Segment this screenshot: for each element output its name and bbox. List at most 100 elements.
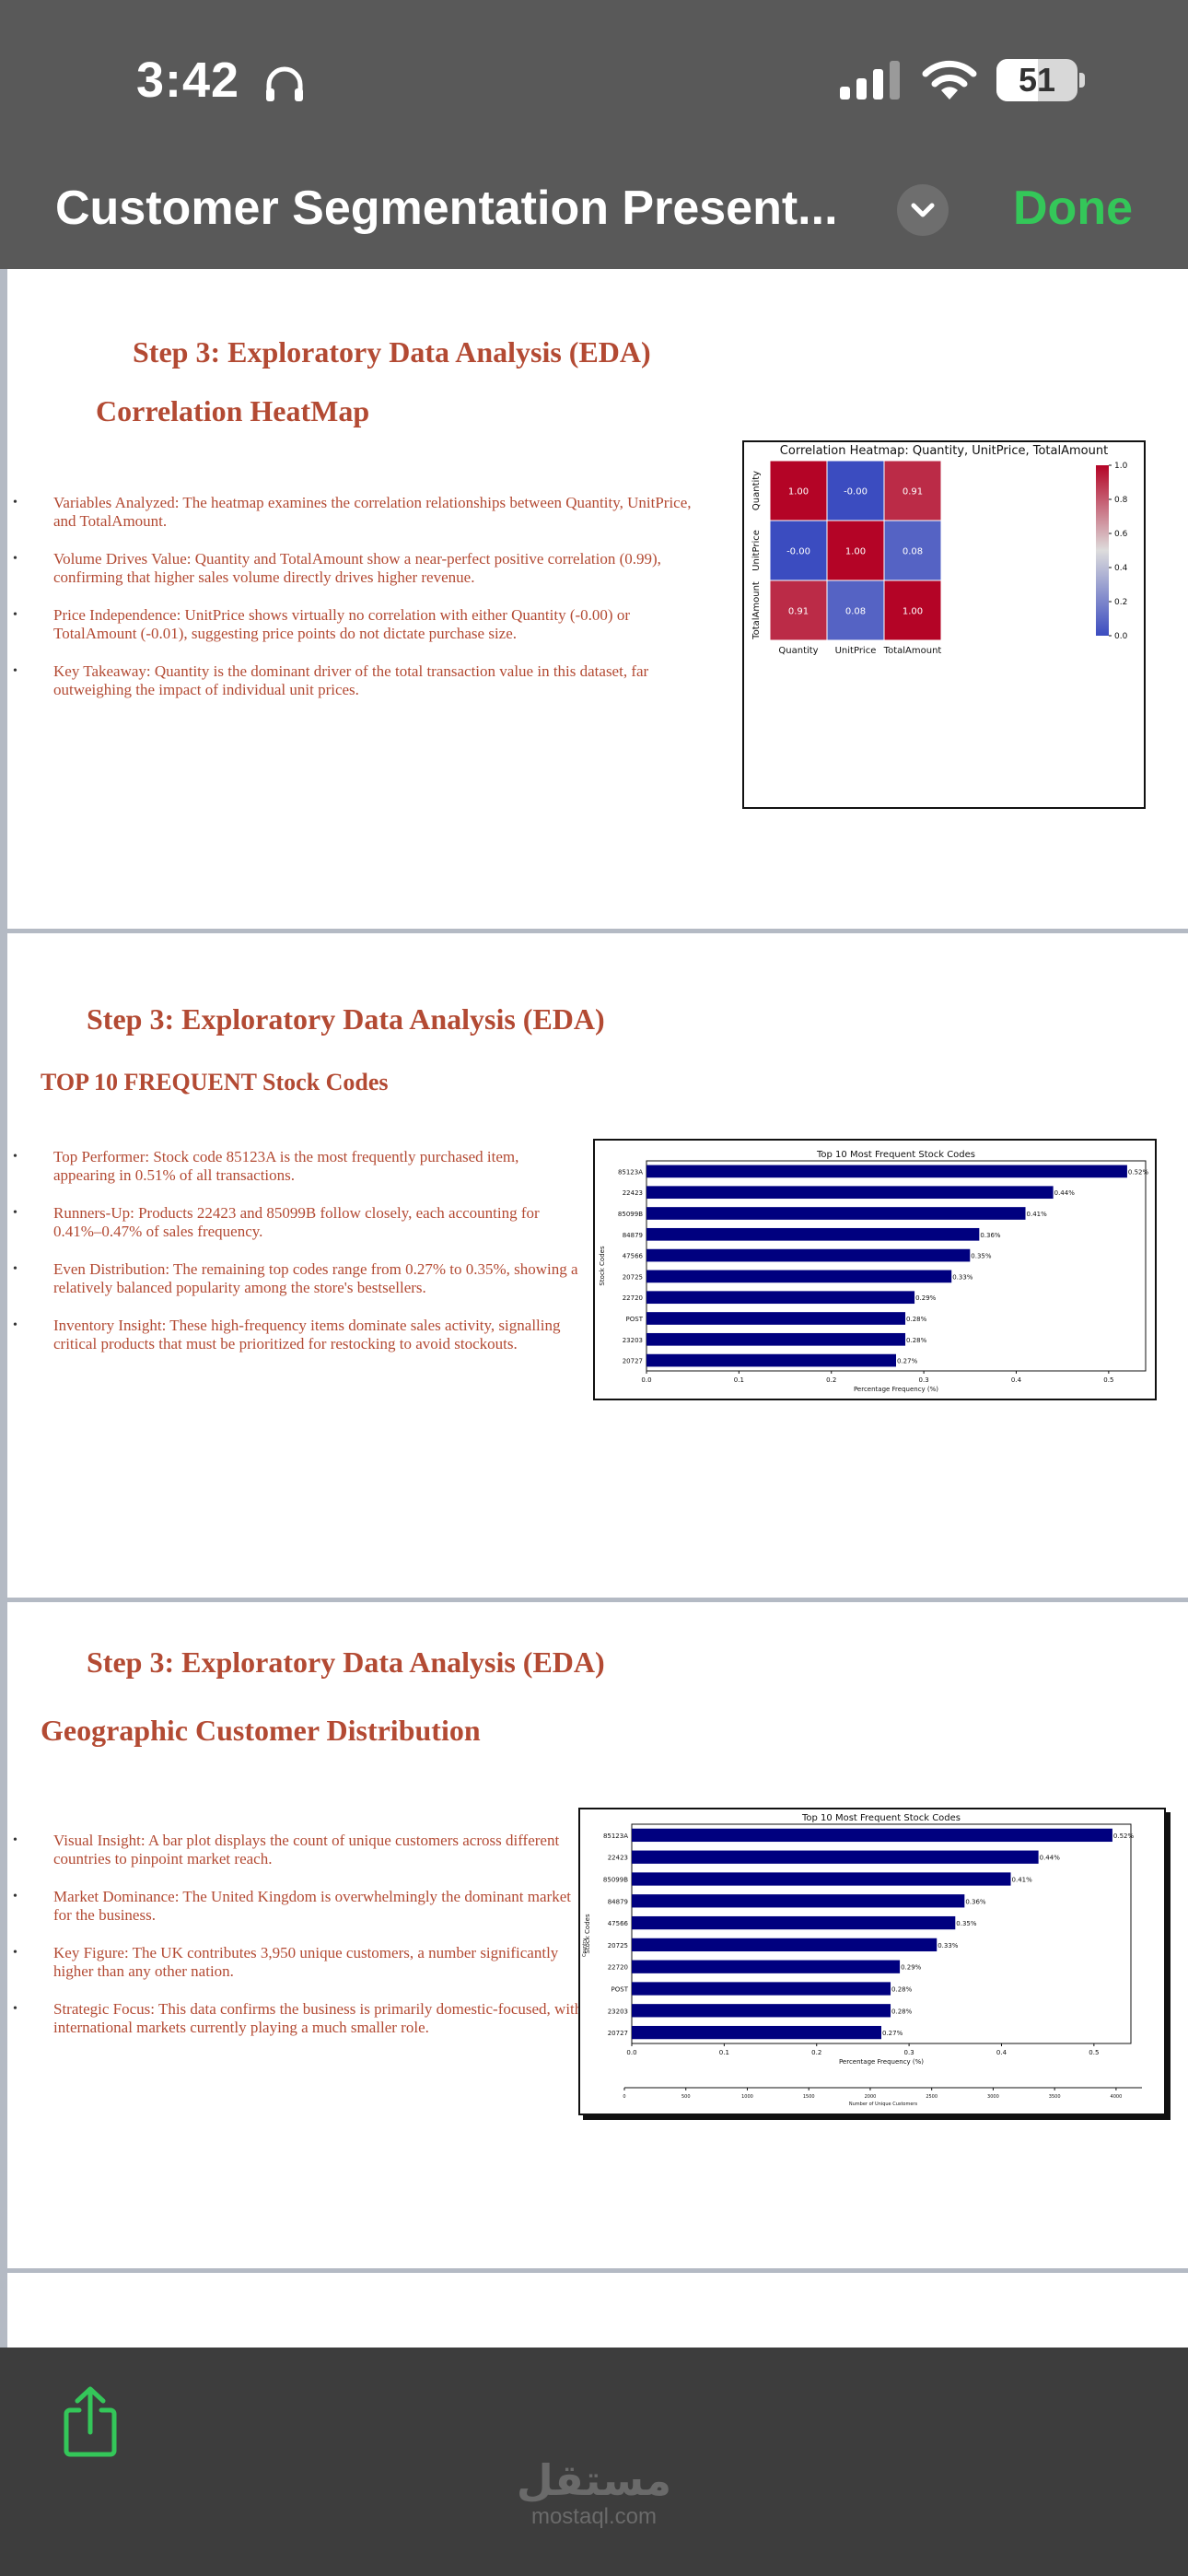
slide-subtitle: Correlation HeatMap bbox=[96, 394, 370, 427]
y-tick-label: 85099B bbox=[603, 1877, 628, 1884]
y-tick-label: 84879 bbox=[608, 1898, 628, 1905]
heatmap-cell bbox=[769, 460, 828, 521]
slide-separator bbox=[7, 929, 1188, 933]
heatmap-cell bbox=[769, 520, 828, 581]
y-tick-label: Quantity bbox=[751, 471, 762, 510]
bar-value-label: 0.35% bbox=[956, 1920, 977, 1927]
slide-subtitle: TOP 10 FREQUENT Stock Codes bbox=[41, 1069, 389, 1095]
slide-title: Step 3: Exploratory Data Analysis (EDA) bbox=[133, 335, 651, 369]
bullet-list: Top Performer: Stock code 85123A is the … bbox=[13, 1148, 580, 1373]
underlying-x-axis-label: Number of Unique Customers bbox=[849, 2102, 918, 2107]
bullet-item: Volume Drives Value: Quantity and TotalA… bbox=[13, 550, 713, 587]
underlying-x-tick-label: 0 bbox=[623, 2094, 625, 2100]
bar-value-label: 0.36% bbox=[965, 1898, 986, 1905]
heatmap-cell bbox=[883, 460, 942, 521]
y-tick-label: 22720 bbox=[608, 1964, 628, 1972]
underlying-x-tick-label: 2000 bbox=[865, 2094, 877, 2100]
document-viewer[interactable]: Step 3: Exploratory Data Analysis (EDA) … bbox=[0, 269, 1188, 2348]
bullet-item: Runners-Up: Products 22423 and 85099B fo… bbox=[13, 1204, 580, 1241]
heatmap-cell bbox=[826, 520, 885, 581]
underlying-x-tick-label: 1500 bbox=[803, 2094, 815, 2100]
title-menu-button[interactable] bbox=[897, 184, 949, 236]
chart-title: Top 10 Most Frequent Stock Codes bbox=[816, 1150, 975, 1160]
underlying-x-tick-label: 1000 bbox=[741, 2094, 753, 2100]
bar bbox=[646, 1312, 906, 1325]
y-tick-label: 23203 bbox=[608, 2008, 628, 2015]
bar-value-label: 0.41% bbox=[1027, 1211, 1048, 1218]
chevron-down-icon bbox=[911, 203, 935, 217]
heatmap-cell-value: 0.91 bbox=[903, 487, 923, 498]
underlying-x-tick-label: 2500 bbox=[926, 2094, 938, 2100]
bar bbox=[646, 1165, 1127, 1178]
bar bbox=[646, 1291, 915, 1305]
heatmap-cell-value: -0.00 bbox=[786, 547, 810, 557]
underlying-x-tick-label: 500 bbox=[681, 2094, 691, 2100]
slide-title: Step 3: Exploratory Data Analysis (EDA) bbox=[87, 1002, 605, 1036]
heatmap-cell bbox=[883, 580, 942, 641]
bar-value-label: 0.35% bbox=[971, 1253, 992, 1260]
bullet-item: Inventory Insight: These high-frequency … bbox=[13, 1317, 580, 1353]
y-tick-label: 85099B bbox=[618, 1211, 643, 1218]
watermark: مستقل mostaql.com bbox=[497, 2456, 691, 2530]
battery-level bbox=[996, 59, 1038, 101]
correlation-heatmap: Correlation Heatmap: Quantity, UnitPrice… bbox=[742, 440, 1146, 809]
x-tick-label: 0.0 bbox=[626, 2049, 636, 2056]
bar bbox=[646, 1353, 896, 1367]
heatmap-cell bbox=[883, 520, 942, 581]
underlying-x-tick-label: 3000 bbox=[987, 2094, 999, 2100]
done-button[interactable]: Done bbox=[1013, 181, 1133, 235]
y-tick-label: 85123A bbox=[603, 1832, 628, 1840]
signal-icon bbox=[840, 61, 900, 100]
colorbar-tick-label: 0.0 bbox=[1114, 632, 1128, 641]
bar bbox=[632, 1850, 1039, 1864]
bar bbox=[646, 1186, 1054, 1200]
bullet-item: Even Distribution: The remaining top cod… bbox=[13, 1260, 580, 1297]
x-tick-label: 0.1 bbox=[719, 2049, 729, 2056]
x-tick-label: TotalAmount bbox=[883, 646, 942, 656]
bar-value-label: 0.52% bbox=[1113, 1832, 1135, 1840]
bar-value-label: 0.44% bbox=[1040, 1855, 1061, 1862]
share-icon[interactable] bbox=[57, 2384, 123, 2458]
x-tick-label: 0.2 bbox=[826, 1376, 836, 1384]
y-tick-label: POST bbox=[626, 1316, 644, 1323]
bar bbox=[632, 1938, 938, 1952]
heatmap-cell-value: 0.91 bbox=[788, 607, 809, 617]
wifi-icon bbox=[922, 60, 977, 100]
y-tick-label: 47566 bbox=[608, 1920, 629, 1927]
y-axis-label: Stock Codes bbox=[584, 1914, 591, 1954]
bar-value-label: 0.29% bbox=[901, 1964, 922, 1972]
colorbar-tick-label: 1.0 bbox=[1114, 462, 1128, 471]
chart-title: Top 10 Most Frequent Stock Codes bbox=[801, 1813, 961, 1823]
stock-codes-chart: Top 10 Most Frequent Stock Codes 85123A 0.… bbox=[593, 1139, 1157, 1400]
bar-value-label: 0.28% bbox=[906, 1337, 927, 1344]
x-tick-label: 0.4 bbox=[1011, 1376, 1022, 1384]
bar bbox=[632, 1915, 956, 1930]
heatmap-cell-value: 0.08 bbox=[845, 607, 866, 617]
document-title: Customer Segmentation Present... bbox=[55, 181, 838, 235]
bullet-item: Key Takeaway: Quantity is the dominant d… bbox=[13, 662, 713, 699]
y-tick-label: 20725 bbox=[623, 1273, 643, 1281]
bullet-item: Key Figure: The UK contributes 3,950 uni… bbox=[13, 1944, 584, 1981]
y-tick-label: 20725 bbox=[608, 1942, 628, 1950]
bar bbox=[646, 1248, 971, 1262]
heatmap-cell-value: 1.00 bbox=[903, 607, 923, 617]
top-bar: 3:42 51 Customer Segmentation Present...… bbox=[0, 0, 1188, 269]
bar-value-label: 0.28% bbox=[891, 1986, 913, 1994]
bar bbox=[632, 2004, 891, 2018]
bullet-item: Top Performer: Stock code 85123A is the … bbox=[13, 1148, 580, 1185]
bar-value-label: 0.52% bbox=[1128, 1168, 1149, 1176]
bullet-list: Visual Insight: A bar plot displays the … bbox=[13, 1832, 584, 2056]
bar bbox=[646, 1207, 1026, 1220]
slide-separator bbox=[7, 2268, 1188, 2273]
underlying-x-tick-label: 4000 bbox=[1111, 2094, 1123, 2100]
bar-value-label: 0.29% bbox=[915, 1294, 937, 1302]
x-tick-label: 0.2 bbox=[811, 2049, 821, 2056]
bar-value-label: 0.33% bbox=[938, 1942, 959, 1950]
underlying-x-tick-label: 3500 bbox=[1049, 2094, 1061, 2100]
slide-title: Step 3: Exploratory Data Analysis (EDA) bbox=[87, 1645, 605, 1679]
x-axis-label: Percentage Frequency (%) bbox=[839, 2058, 924, 2066]
x-tick-label: 0.1 bbox=[734, 1376, 744, 1384]
bullet-list: Variables Analyzed: The heatmap examines… bbox=[13, 494, 713, 719]
y-tick-label: 47566 bbox=[623, 1253, 644, 1260]
bar bbox=[646, 1270, 952, 1283]
